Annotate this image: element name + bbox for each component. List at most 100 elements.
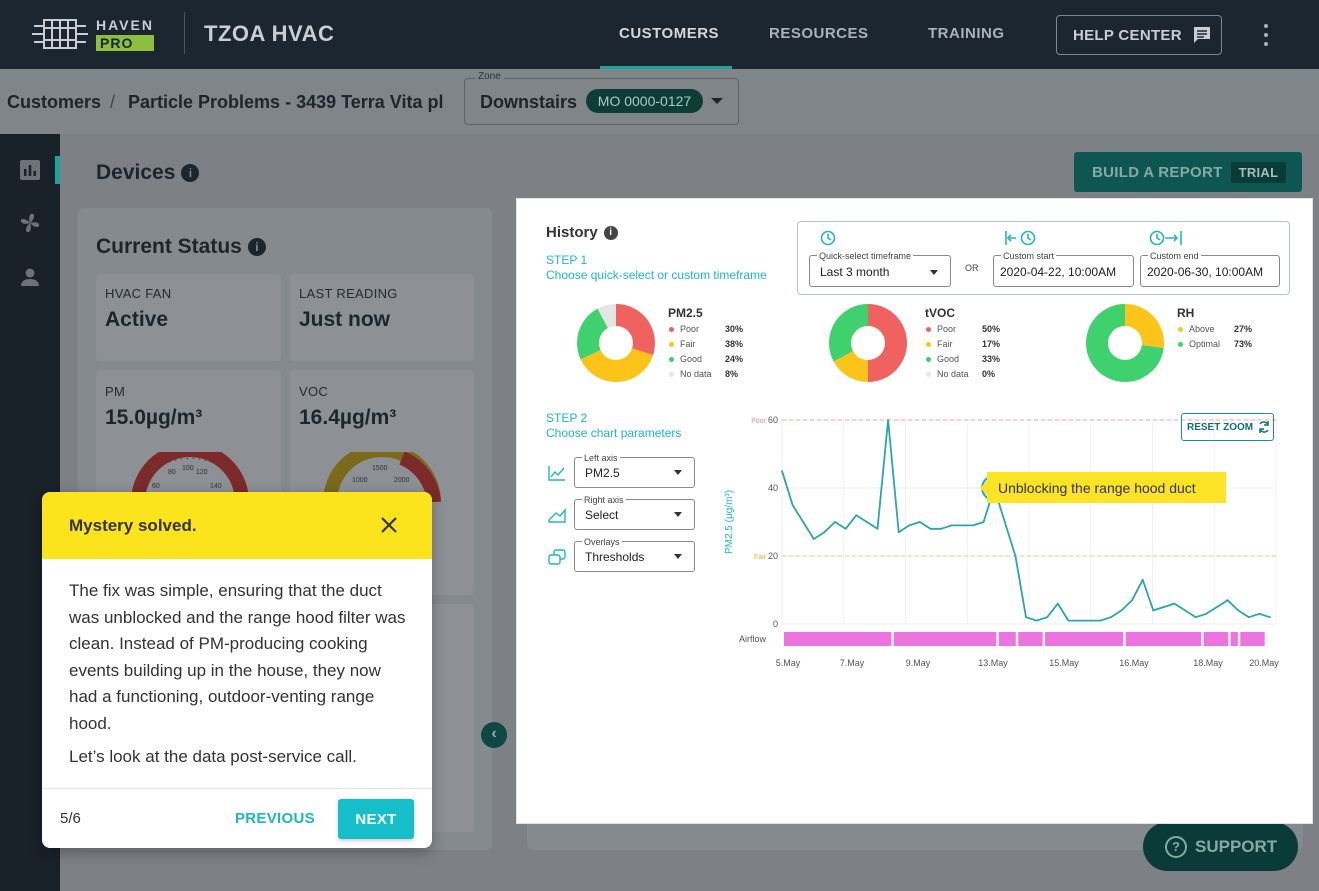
param-value: Thresholds <box>585 550 645 564</box>
tile-label: VOC <box>299 384 329 399</box>
data-point <box>1078 619 1080 622</box>
fan-icon[interactable] <box>18 211 42 235</box>
left-axis-select[interactable] <box>574 457 695 488</box>
threshold-label: Fair <box>754 554 767 561</box>
data-point <box>1014 555 1017 557</box>
clock-icon <box>820 230 836 246</box>
data-point <box>929 527 932 530</box>
chevron-down-icon <box>674 512 682 517</box>
nav-training[interactable]: TRAINING <box>928 25 1005 42</box>
sidebar-active-indicator <box>55 156 60 184</box>
custom-end-label: Custom end <box>1148 251 1201 261</box>
zone-select[interactable] <box>464 78 739 125</box>
chevron-down-icon[interactable] <box>711 98 723 104</box>
custom-end-field[interactable] <box>1140 255 1280 287</box>
bar-chart-icon[interactable] <box>18 158 42 182</box>
legend-dot <box>926 326 931 332</box>
data-point <box>855 514 858 517</box>
help-center-button[interactable]: HELP CENTER <box>1056 15 1222 55</box>
legend-label: Fair <box>937 339 953 349</box>
collapse-panel-button[interactable]: ‹ <box>481 722 507 748</box>
y-tick-label: 60 <box>768 415 778 425</box>
chart-annotation-callout: Unblocking the range hood duct <box>980 472 1226 503</box>
info-icon[interactable]: i <box>181 164 200 183</box>
data-point <box>1025 616 1027 619</box>
nav-resources[interactable]: RESOURCES <box>769 25 869 42</box>
threshold-label: Poor <box>751 418 766 425</box>
legend-percentage: 33% <box>982 354 1001 364</box>
data-point <box>791 504 794 506</box>
support-button[interactable]: ? SUPPORT <box>1143 822 1298 871</box>
logo-pro-badge: PRO <box>96 35 154 51</box>
zone-value: Downstairs <box>480 92 578 112</box>
haven-pro-logo[interactable]: HAVEN PRO <box>30 12 165 56</box>
pm25-donut-chart[interactable] <box>577 304 655 382</box>
tour-divider <box>42 788 432 789</box>
legend-label: Poor <box>680 324 700 334</box>
x-tick-label: 9.May <box>906 658 931 668</box>
build-report-button[interactable]: BUILD A REPORT TRIAL <box>1074 152 1302 192</box>
status-tile-last-reading <box>290 274 474 361</box>
custom-start-value: 2020-04-22, 10:00AM <box>1000 265 1117 279</box>
legend-percentage: 73% <box>1234 339 1253 349</box>
quick-select-label: Quick-select timeframe <box>817 251 914 261</box>
reset-zoom-button[interactable]: RESET ZOOM <box>1181 413 1274 441</box>
y-tick-label: 0 <box>773 619 778 629</box>
tour-body-text-2: Let’s look at the data post-service call… <box>69 747 357 766</box>
data-point <box>1046 616 1049 619</box>
haven-logo-icon <box>32 19 88 49</box>
close-icon[interactable] <box>378 514 400 536</box>
data-point <box>972 524 974 527</box>
history-title: History <box>546 224 598 241</box>
history-card <box>516 198 1313 824</box>
end-clock-icon <box>1149 230 1182 246</box>
tour-next-button[interactable]: NEXT <box>338 799 414 839</box>
user-icon[interactable] <box>18 265 42 289</box>
data-point <box>1152 609 1155 612</box>
right-axis-select[interactable] <box>574 499 695 530</box>
pm-gauge: 60 80 100 120 140 <box>131 452 249 502</box>
info-icon[interactable]: i <box>603 226 618 241</box>
data-point <box>1247 616 1250 619</box>
data-point <box>940 527 943 530</box>
custom-end-value: 2020-06-30, 10:00AM <box>1147 265 1264 279</box>
custom-start-field[interactable] <box>993 255 1134 287</box>
data-point <box>1173 602 1176 605</box>
more-menu-icon[interactable] <box>1258 22 1274 48</box>
data-point <box>897 531 900 534</box>
data-point <box>1056 602 1059 605</box>
tvoc-donut-chart[interactable] <box>829 304 907 382</box>
data-point <box>982 521 985 523</box>
legend-label: Poor <box>937 324 957 334</box>
nav-customers[interactable]: CUSTOMERS <box>619 25 720 42</box>
param-value: Select <box>585 508 619 522</box>
legend-dot <box>926 371 931 377</box>
quick-select-value: Last 3 month <box>820 265 890 279</box>
data-point <box>1120 609 1123 612</box>
data-point <box>823 531 826 534</box>
donut-title-pm25: PM2.5 <box>668 306 703 320</box>
breadcrumb-customers[interactable]: Customers <box>7 92 102 112</box>
info-icon[interactable]: i <box>247 238 266 257</box>
y-tick-label: 20 <box>768 551 778 561</box>
legend-item: Good <box>926 354 959 364</box>
donut-title-tvoc: tVOC <box>925 306 955 320</box>
overlays-select[interactable] <box>574 541 695 572</box>
data-point <box>1269 616 1271 619</box>
rh-donut-chart[interactable] <box>1086 304 1164 382</box>
legend-item: Good <box>669 354 702 364</box>
tour-previous-button[interactable]: PREVIOUS <box>235 810 315 827</box>
airflow-segment <box>998 632 1016 646</box>
legend-label: Good <box>680 354 703 364</box>
tile-value: 15.0µg/m³ <box>105 406 203 429</box>
breadcrumb-separator: / <box>110 92 116 112</box>
legend-dot <box>669 371 674 377</box>
legend-percentage: 0% <box>982 369 996 379</box>
build-report-label: BUILD A REPORT <box>1092 163 1223 181</box>
chevron-left-icon: ‹ <box>491 725 497 742</box>
gauge-tick: 140 <box>210 483 222 490</box>
data-point <box>887 419 889 421</box>
nav-active-indicator <box>600 66 732 69</box>
legend-label: No data <box>680 369 712 379</box>
